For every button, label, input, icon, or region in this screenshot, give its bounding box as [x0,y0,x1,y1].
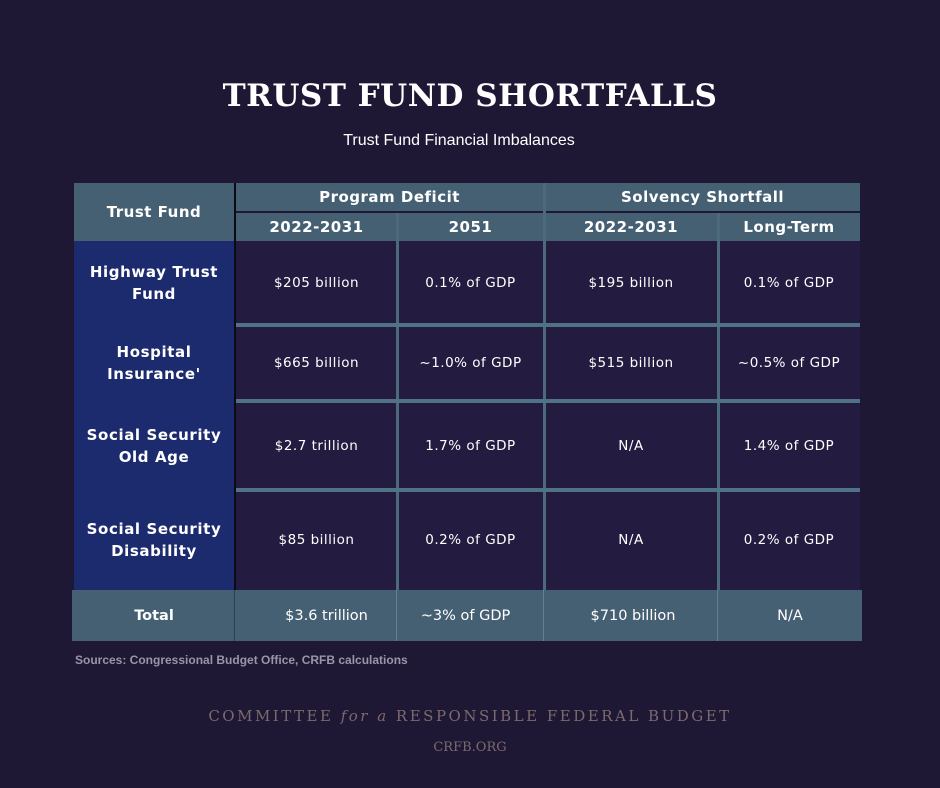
row-background [236,325,860,401]
org-name-part: COMMITTEE [208,707,341,725]
table-cell: 0.2% of GDP [425,532,516,548]
grid-line [236,323,860,327]
row-header: Trust Fund [74,183,234,241]
table-cell: $665 billion [273,355,360,371]
organization-name: COMMITTEE for a RESPONSIBLE FEDERAL BUDG… [0,707,940,725]
column-header: 2051 [397,213,544,241]
grid-line [396,213,399,641]
table-cell: $85 billion [278,532,355,548]
total-label: Total [134,607,174,624]
grid-line [396,590,397,641]
group-header-solvency-shortfall: Solvency Shortfall [545,183,860,211]
table-cell: $515 billion [588,355,674,371]
total-cell: N/A [777,607,803,624]
grid-line [717,213,720,641]
row-background [236,241,860,325]
divider [236,211,860,213]
grid-line [543,590,544,641]
sources-note: Sources: Congressional Budget Office, CR… [75,653,408,667]
divider [234,183,236,641]
row-background [236,401,860,490]
table-cell: 0.1% of GDP [425,275,516,291]
org-name-part: RESPONSIBLE FEDERAL BUDGET [388,707,732,725]
column-header: 2022-2031 [544,213,718,241]
table-cell: 1.7% of GDP [425,437,516,454]
column-header: Long-Term [718,213,860,241]
group-header-program-deficit: Program Deficit [236,183,543,211]
row-background [236,490,860,590]
row-label: Social Security Disability [74,490,234,590]
row-label: Social Security Old Age [74,401,234,490]
row-label: Hospital Insurance' [74,325,234,401]
table-cell: N/A [618,532,644,548]
grid-line [236,399,860,403]
total-cell: ~3% of GDP [420,607,511,624]
total-cell: $710 billion [590,607,676,624]
page-subtitle: Trust Fund Financial Imbalances [343,132,575,149]
table-cell: $195 billion [588,275,674,291]
grid-line [236,488,860,492]
row-label: Highway Trust Fund [74,241,234,325]
table-cell: ~1.0% of GDP [419,355,522,371]
total-row-background [72,590,862,641]
table-cell: 0.1% of GDP [743,275,835,291]
total-cell: $3.6 trillion [285,607,368,624]
table-cell: N/A [618,437,644,454]
grid-line [234,590,235,641]
grid-line [543,183,546,641]
table-cell: $2.7 trillion [274,437,359,454]
table-cell: $205 billion [273,275,360,291]
page-title: TRUST FUND SHORTFALLS [222,78,718,114]
grid-line [717,590,718,641]
column-header: 2022-2031 [236,213,397,241]
table-cell: 1.4% of GDP [743,437,835,454]
table-cell: ~0.5% of GDP [737,355,841,371]
org-name-part: for a [340,707,389,725]
table-cell: 0.2% of GDP [743,532,835,548]
website-url: CRFB.ORG [433,740,507,755]
